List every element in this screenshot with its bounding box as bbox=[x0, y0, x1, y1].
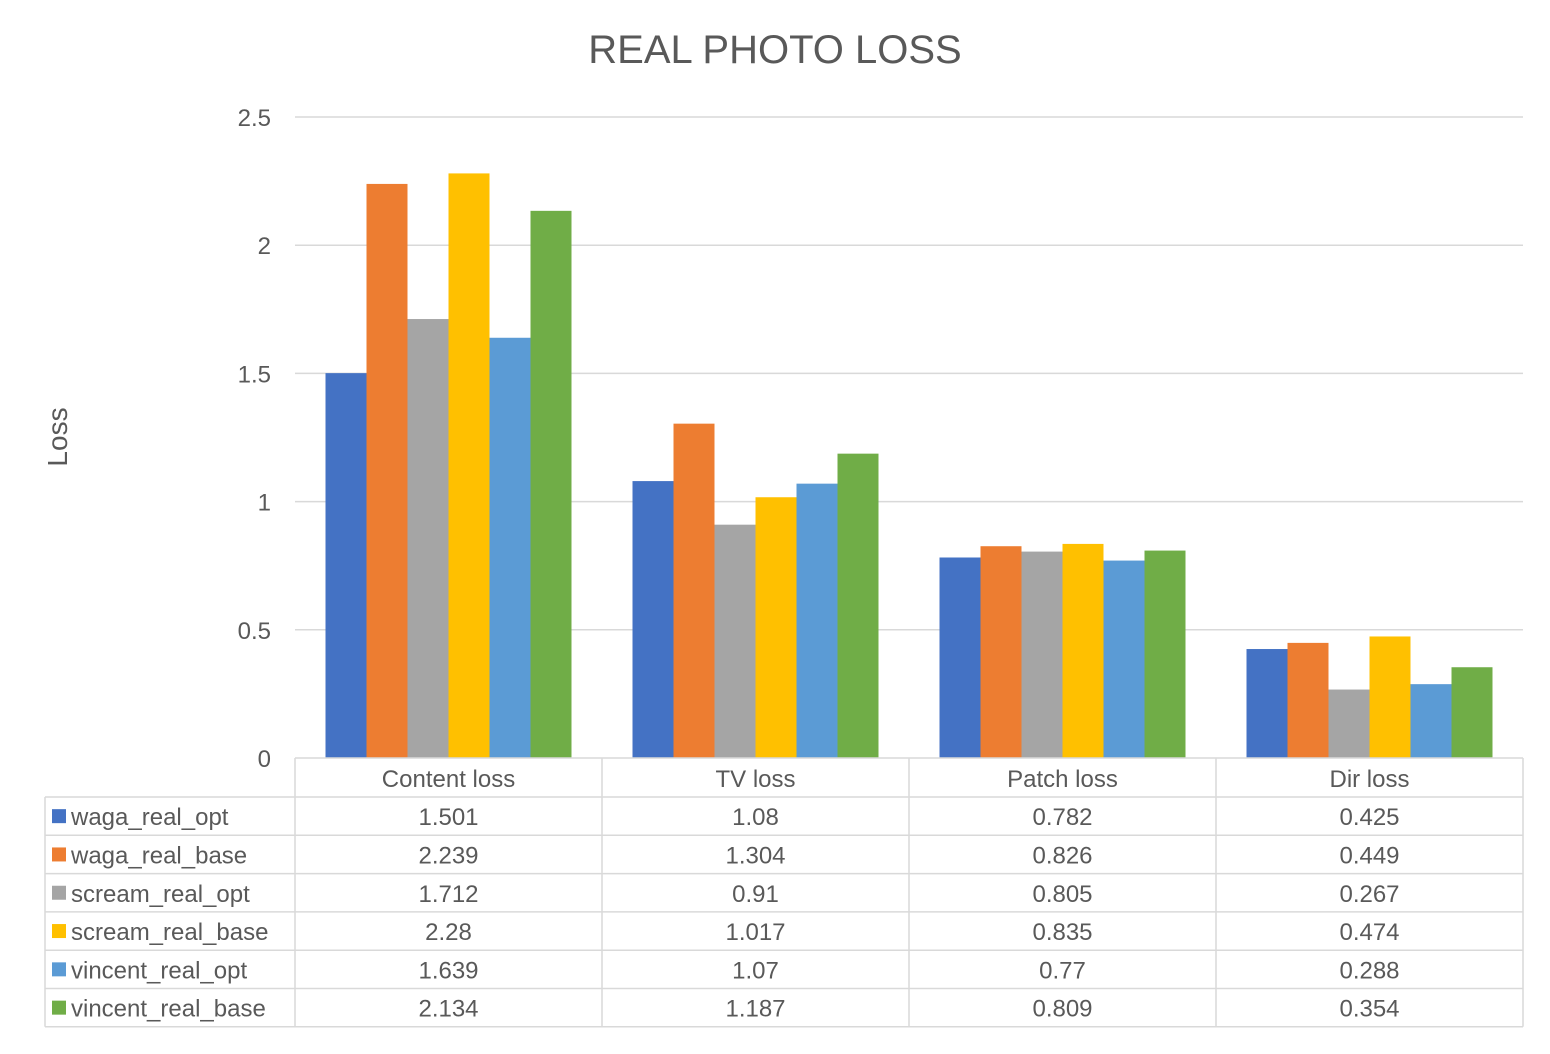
table-cell-value: 1.501 bbox=[418, 804, 478, 831]
y-tick-label: 0 bbox=[258, 746, 271, 773]
bar-scream_real_opt-1 bbox=[714, 524, 756, 758]
y-axis-ticks: 0 0.5 1 1.5 2 2.5 bbox=[238, 105, 271, 773]
bar-scream_real_base-1 bbox=[755, 497, 797, 758]
table-cell-value: 0.91 bbox=[732, 881, 779, 908]
table-cell-value: 0.449 bbox=[1339, 842, 1399, 869]
y-tick-label: 2 bbox=[258, 233, 271, 260]
table-cell-value: 0.474 bbox=[1339, 919, 1399, 946]
bar-waga_real_base-1 bbox=[673, 423, 715, 758]
bar-vincent_real_opt-0 bbox=[489, 337, 531, 758]
series-name: waga_real_base bbox=[70, 842, 247, 869]
table-cell-value: 1.017 bbox=[725, 919, 785, 946]
table-cell-value: 0.826 bbox=[1032, 842, 1092, 869]
table-cell-value: 0.288 bbox=[1339, 957, 1399, 984]
table-cell-value: 0.835 bbox=[1032, 919, 1092, 946]
legend-key-waga_real_base bbox=[52, 847, 66, 862]
bar-scream_real_base-3 bbox=[1369, 636, 1411, 758]
bar-scream_real_base-2 bbox=[1062, 543, 1104, 758]
series-name: scream_real_opt bbox=[71, 881, 250, 908]
bars bbox=[325, 173, 1493, 758]
legend-key-scream_real_opt bbox=[52, 885, 66, 900]
table-cell-value: 0.782 bbox=[1032, 804, 1092, 831]
table-cell-value: 2.134 bbox=[418, 996, 478, 1023]
legend-key-scream_real_base bbox=[52, 924, 66, 939]
bar-waga_real_opt-0 bbox=[325, 373, 367, 758]
legend-key-waga_real_opt bbox=[52, 809, 66, 824]
data-table: Content loss TV loss Patch loss Dir loss wag… bbox=[44, 757, 1524, 1028]
series-name: vincent_real_opt bbox=[71, 957, 247, 984]
category-label: Content loss bbox=[382, 766, 515, 793]
table-cell-value: 0.425 bbox=[1339, 804, 1399, 831]
table-cell-value: 0.267 bbox=[1339, 881, 1399, 908]
legend-key-vincent_real_opt bbox=[52, 962, 66, 977]
bar-vincent_real_base-2 bbox=[1144, 550, 1186, 758]
series-name: scream_real_base bbox=[71, 919, 268, 946]
bar-waga_real_base-2 bbox=[980, 546, 1022, 758]
bar-vincent_real_opt-2 bbox=[1103, 560, 1145, 758]
bar-waga_real_opt-2 bbox=[939, 557, 981, 758]
table-cell-value: 1.712 bbox=[418, 881, 478, 908]
y-tick-label: 2.5 bbox=[238, 105, 271, 132]
series-name: vincent_real_base bbox=[71, 996, 266, 1023]
category-label: TV loss bbox=[715, 766, 795, 793]
y-tick-label: 1.5 bbox=[238, 361, 271, 388]
legend-key-vincent_real_base bbox=[52, 1000, 66, 1015]
table-cell-value: 1.304 bbox=[725, 842, 785, 869]
y-tick-label: 1 bbox=[258, 490, 271, 517]
bar-scream_real_opt-2 bbox=[1021, 551, 1063, 758]
bar-scream_real_base-0 bbox=[448, 173, 490, 758]
bar-vincent_real_base-3 bbox=[1451, 667, 1493, 758]
table-cell-value: 1.639 bbox=[418, 957, 478, 984]
table-cell-value: 0.77 bbox=[1039, 957, 1086, 984]
table-cell-value: 2.28 bbox=[425, 919, 472, 946]
bar-scream_real_opt-0 bbox=[407, 319, 449, 758]
table-cell-value: 1.08 bbox=[732, 804, 779, 831]
category-label: Dir loss bbox=[1329, 766, 1409, 793]
table-cell-value: 0.354 bbox=[1339, 996, 1399, 1023]
table-cell-value: 1.187 bbox=[725, 996, 785, 1023]
bar-vincent_real_opt-3 bbox=[1410, 684, 1452, 758]
bar-scream_real_opt-3 bbox=[1328, 689, 1370, 758]
table-cell-value: 2.239 bbox=[418, 842, 478, 869]
bar-vincent_real_base-1 bbox=[837, 453, 879, 758]
table-cell-value: 0.809 bbox=[1032, 996, 1092, 1023]
y-tick-label: 0.5 bbox=[238, 618, 271, 645]
bar-waga_real_base-3 bbox=[1287, 642, 1329, 758]
category-label: Patch loss bbox=[1007, 766, 1118, 793]
bar-vincent_real_base-0 bbox=[530, 210, 572, 758]
bar-waga_real_opt-3 bbox=[1246, 649, 1288, 758]
bar-waga_real_opt-1 bbox=[632, 481, 674, 758]
table-cell-value: 1.07 bbox=[732, 957, 779, 984]
table-cell-value: 0.805 bbox=[1032, 881, 1092, 908]
chart-title: REAL PHOTO LOSS bbox=[588, 28, 962, 72]
series-name: waga_real_opt bbox=[70, 804, 229, 831]
bar-vincent_real_opt-1 bbox=[796, 483, 838, 758]
bar-waga_real_base-0 bbox=[366, 183, 408, 758]
